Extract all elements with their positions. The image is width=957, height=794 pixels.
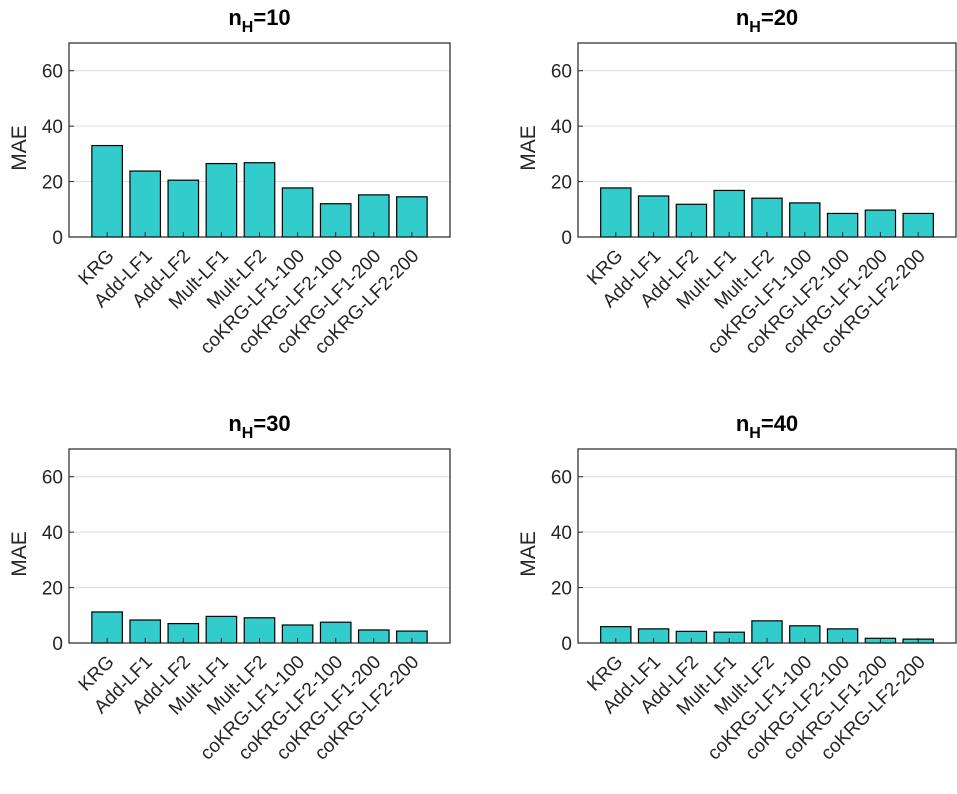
- chart-title: nH=20: [736, 5, 798, 36]
- bar-cokrg-lf1-200: [357, 194, 390, 238]
- y-tick-label: 60: [551, 62, 572, 83]
- y-tick-label: 0: [561, 228, 572, 249]
- y-tick-label: 20: [551, 173, 572, 194]
- bar-mult-lf2: [751, 197, 783, 238]
- y-tick-label: 0: [561, 634, 572, 655]
- bar-add-lf1: [637, 195, 670, 238]
- y-tick-label: 60: [42, 62, 63, 83]
- axes-frame: [577, 448, 957, 644]
- bar-mult-lf2: [243, 162, 276, 238]
- chart-panel-4: 0204060KRGAdd-LF1Add-LF2Mult-LF1Mult-LF2…: [517, 411, 957, 764]
- y-tick-label: 40: [42, 117, 63, 138]
- title-suffix: =30: [253, 411, 290, 436]
- chart-panel-3: 0204060KRGAdd-LF1Add-LF2Mult-LF1Mult-LF2…: [8, 411, 451, 764]
- y-tick-label: 20: [551, 579, 572, 600]
- y-axis-label: MAE: [8, 531, 31, 577]
- bar-krg: [91, 611, 123, 644]
- y-tick-label: 0: [52, 228, 63, 249]
- y-axis-label: MAE: [8, 125, 31, 171]
- bar-mult-lf1: [205, 162, 238, 238]
- bar-cokrg-lf1-100: [281, 187, 314, 238]
- title-base: n: [228, 411, 241, 436]
- bar-mult-lf1: [713, 189, 745, 238]
- bar-add-lf1: [129, 170, 162, 238]
- bar-krg: [600, 187, 632, 238]
- title-suffix: =40: [761, 411, 798, 436]
- axes-frame: [68, 448, 451, 644]
- bar-cokrg-lf2-200: [396, 196, 428, 238]
- title-subscript: H: [242, 425, 254, 442]
- chart-title: nH=40: [736, 411, 798, 442]
- bar-add-lf2: [675, 203, 708, 238]
- title-base: n: [736, 5, 749, 30]
- bar-add-lf2: [167, 179, 200, 238]
- chart-panel-2: 0204060KRGAdd-LF1Add-LF2Mult-LF1Mult-LF2…: [517, 5, 957, 358]
- bar-cokrg-lf2-100: [319, 203, 352, 238]
- y-tick-label: 0: [52, 634, 63, 655]
- y-tick-label: 40: [42, 523, 63, 544]
- y-axis-label: MAE: [517, 531, 540, 577]
- title-subscript: H: [749, 19, 761, 36]
- chart-title: nH=30: [228, 411, 290, 442]
- bar-krg: [91, 144, 123, 238]
- y-tick-label: 40: [551, 523, 572, 544]
- title-subscript: H: [749, 425, 761, 442]
- y-tick-label: 40: [551, 117, 572, 138]
- bar-cokrg-lf1-100: [789, 202, 821, 238]
- chart-panel-1: 0204060KRGAdd-LF1Add-LF2Mult-LF1Mult-LF2…: [8, 5, 451, 358]
- title-suffix: =10: [253, 5, 290, 30]
- y-tick-label: 60: [42, 468, 63, 489]
- chart-title: nH=10: [228, 5, 290, 36]
- y-tick-label: 20: [42, 579, 63, 600]
- title-base: n: [228, 5, 241, 30]
- title-base: n: [736, 411, 749, 436]
- title-suffix: =20: [761, 5, 798, 30]
- title-subscript: H: [242, 19, 254, 36]
- y-tick-label: 20: [42, 173, 63, 194]
- y-tick-label: 60: [551, 468, 572, 489]
- y-axis-label: MAE: [517, 125, 540, 171]
